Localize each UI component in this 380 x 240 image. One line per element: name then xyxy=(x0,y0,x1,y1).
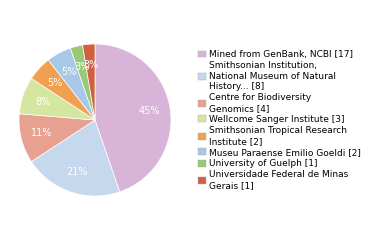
Text: 5%: 5% xyxy=(61,67,77,77)
Wedge shape xyxy=(95,44,171,192)
Wedge shape xyxy=(48,48,95,120)
Text: 3%: 3% xyxy=(74,62,89,72)
Text: 11%: 11% xyxy=(31,128,53,138)
Wedge shape xyxy=(19,114,95,162)
Legend: Mined from GenBank, NCBI [17], Smithsonian Institution,
National Museum of Natur: Mined from GenBank, NCBI [17], Smithsoni… xyxy=(198,50,361,190)
Text: 8%: 8% xyxy=(36,97,51,107)
Wedge shape xyxy=(32,60,95,120)
Text: 21%: 21% xyxy=(66,167,88,177)
Wedge shape xyxy=(32,120,120,196)
Wedge shape xyxy=(19,78,95,120)
Wedge shape xyxy=(70,45,95,120)
Text: 5%: 5% xyxy=(47,78,62,88)
Text: 3%: 3% xyxy=(83,60,98,71)
Text: 45%: 45% xyxy=(138,106,160,116)
Wedge shape xyxy=(82,44,95,120)
